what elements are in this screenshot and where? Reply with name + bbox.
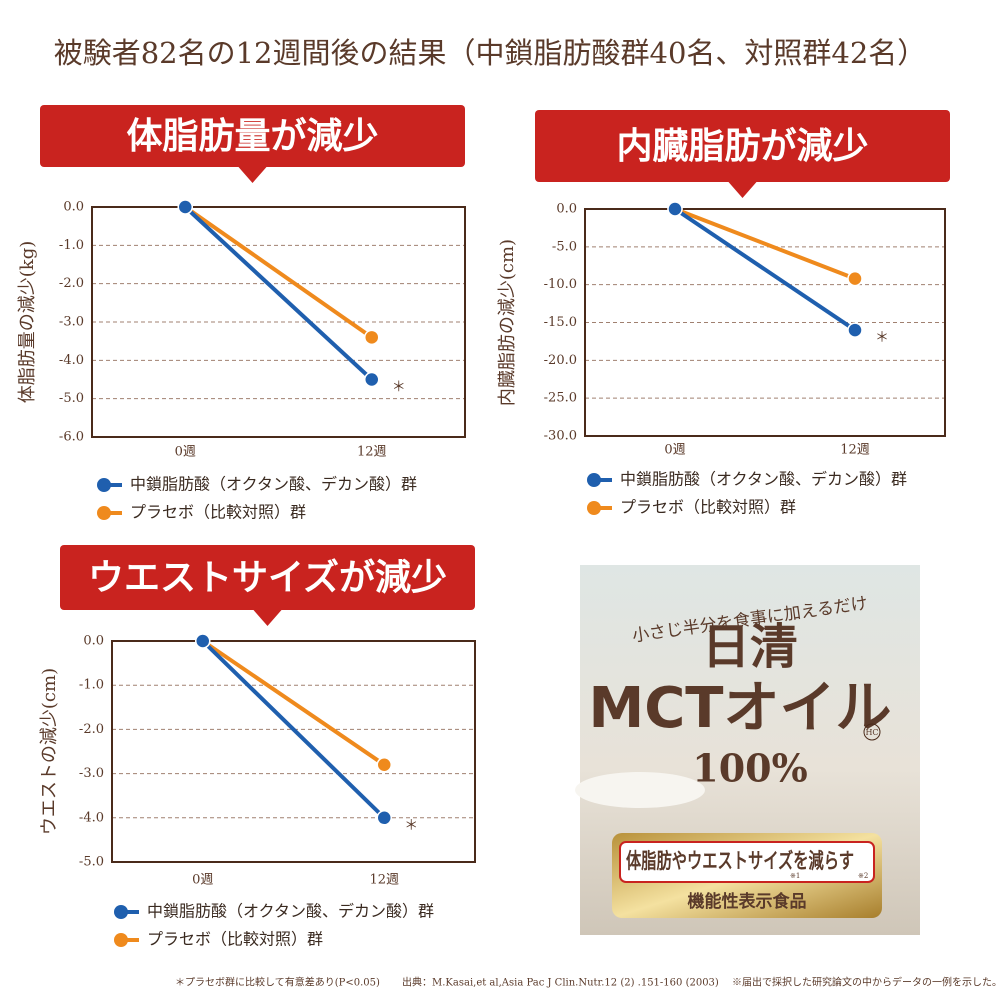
series-line xyxy=(201,639,386,767)
title-banner xyxy=(40,105,465,167)
series-line xyxy=(201,639,386,820)
banner-pointer xyxy=(728,182,757,198)
y-tick-label: -2.0 xyxy=(79,722,104,737)
footnote: 出典：M.Kasai,et al,Asia Pac J Clin.Nutr.12… xyxy=(402,976,719,989)
claim-note: ※2 xyxy=(858,872,868,880)
series-line xyxy=(184,205,373,339)
product-purity: 100% xyxy=(692,746,807,791)
header-title: 被験者82名の12週間後の結果（中鎖脂肪酸群40名、対照群42名） xyxy=(54,36,927,70)
legend-marker xyxy=(587,473,601,487)
x-tick-label: 12週 xyxy=(369,873,399,888)
claim-box xyxy=(619,841,875,883)
series-line xyxy=(183,205,374,381)
legend-label: プラセボ（比較対照）群 xyxy=(620,498,796,517)
plot-frame xyxy=(111,640,476,863)
y-tick-label: -5.0 xyxy=(552,239,577,254)
y-tick-label: -2.0 xyxy=(59,276,84,291)
legend-label: プラセボ（比較対照）群 xyxy=(130,503,306,522)
y-axis-label: 内臓脂肪の減少(cm) xyxy=(497,239,518,406)
y-tick-label: 0.0 xyxy=(63,200,84,215)
banner-pointer xyxy=(253,610,282,626)
point xyxy=(847,270,863,287)
y-tick-label: -1.0 xyxy=(79,678,104,693)
product-claim: 体脂肪やウエストサイズを減らす xyxy=(626,849,854,873)
y-tick-label: -1.0 xyxy=(59,238,84,253)
y-tick-label: 0.0 xyxy=(83,634,104,649)
legend-label: 中鎖脂肪酸（オクタン酸、デカン酸）群 xyxy=(147,902,434,921)
legend-label: プラセボ（比較対照）群 xyxy=(147,930,323,949)
y-tick-label: -3.0 xyxy=(59,315,84,330)
product-name: MCTオイル xyxy=(588,676,891,741)
legend-label: 中鎖脂肪酸（オクタン酸、デカン酸）群 xyxy=(130,475,417,494)
annotation: ＊ xyxy=(875,330,889,346)
point xyxy=(667,201,683,217)
chart: 体脂肪量が減少 0.0 -1.0 -2.0 -3.0 -4.0 -5.0 -6.0 体脂肪量の減… xyxy=(17,105,466,522)
product-panel: 小さじ半分を食事に加えるだけ 日清 MCTオイル HC 100% 体脂肪やウエス… xyxy=(575,565,920,935)
legend-marker xyxy=(97,478,111,492)
banner-pointer xyxy=(238,167,267,183)
y-axis-label: 体脂肪量の減少(kg) xyxy=(17,241,38,403)
plate xyxy=(575,772,705,808)
mark-circle xyxy=(863,723,881,741)
y-tick-label: -6.0 xyxy=(59,430,84,445)
claim-note: ※1 xyxy=(790,872,800,880)
chart-title: 内臓脂肪が減少 xyxy=(616,126,868,167)
footnote: ＊プラセボ群に比較して有意差あり(P<0.05) xyxy=(175,976,380,989)
x-tick-label: 0週 xyxy=(175,445,196,460)
legend-marker xyxy=(114,933,128,947)
y-tick-label: -3.0 xyxy=(79,766,104,781)
legend-marker xyxy=(97,506,111,520)
point xyxy=(195,633,211,649)
title-banner xyxy=(60,545,475,610)
product-category: 機能性表示食品 xyxy=(688,891,807,912)
plot-frame xyxy=(91,206,466,438)
series-line xyxy=(673,207,857,332)
y-tick-label: -30.0 xyxy=(544,429,577,444)
plot-frame xyxy=(584,208,946,437)
legend-marker xyxy=(587,501,601,515)
product-brand: 日清 xyxy=(702,619,798,675)
y-tick-label: -10.0 xyxy=(544,277,577,292)
y-tick-label: -25.0 xyxy=(544,391,577,406)
y-tick-label: -4.0 xyxy=(79,810,104,825)
y-tick-label: -4.0 xyxy=(59,353,84,368)
y-tick-label: 0.0 xyxy=(556,202,577,217)
annotation: ＊ xyxy=(404,818,418,834)
x-tick-label: 0週 xyxy=(192,873,213,888)
y-tick-label: -5.0 xyxy=(59,391,84,406)
x-tick-label: 12週 xyxy=(840,443,870,458)
legend-marker xyxy=(114,905,128,919)
point xyxy=(376,810,392,826)
point xyxy=(376,757,392,773)
y-tick-label: -5.0 xyxy=(79,855,104,870)
chart: 内臓脂肪が減少 0.0 -5.0 -10.0 -15.0 -20.0 -25.0 -30.0 内… xyxy=(497,110,950,517)
y-tick-label: -15.0 xyxy=(544,315,577,330)
chart-title: 体脂肪量が減少 xyxy=(126,116,378,157)
x-tick-label: 12週 xyxy=(357,445,387,460)
point xyxy=(847,322,863,338)
footnote: ※届出で採択した研究論文の中からデータの一例を示した。 xyxy=(732,976,1000,989)
product-mark: HC xyxy=(865,728,878,737)
legend-label: 中鎖脂肪酸（オクタン酸、デカン酸）群 xyxy=(620,470,907,489)
point xyxy=(364,371,380,388)
point xyxy=(177,199,193,215)
chart: ウエストサイズが減少 0.0 -1.0 -2.0 -3.0 -4.0 -5.0 ウエストの減少… xyxy=(39,545,476,949)
series-line xyxy=(674,207,856,281)
chart-title: ウエストサイズが減少 xyxy=(88,557,447,599)
y-axis-label: ウエストの減少(cm) xyxy=(39,668,60,835)
x-tick-label: 0週 xyxy=(664,443,685,458)
point xyxy=(364,329,380,346)
title-banner xyxy=(535,110,950,182)
y-tick-label: -20.0 xyxy=(544,353,577,368)
annotation: ＊ xyxy=(392,380,406,396)
